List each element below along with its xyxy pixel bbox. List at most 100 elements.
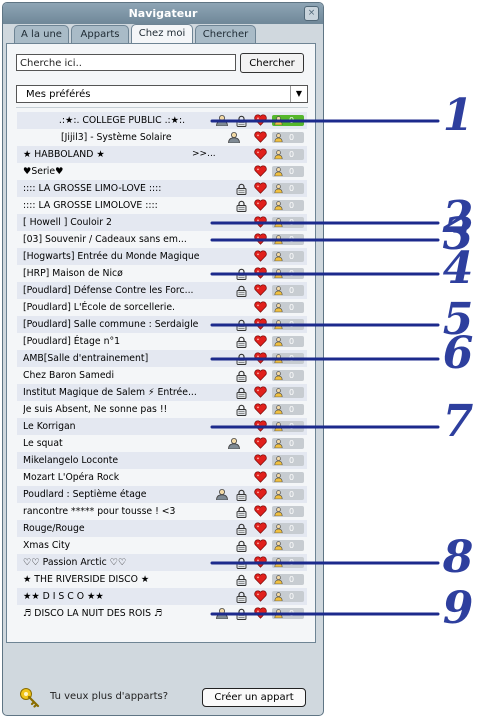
favorite-heart-icon[interactable] [254,573,267,585]
tab-chercher[interactable]: Chercher [195,25,256,43]
room-owner-icon [228,132,240,143]
room-name: Le squat [23,438,63,449]
favorite-heart-icon[interactable] [254,165,267,177]
tab-apparts[interactable]: Apparts [71,25,129,43]
key-icon [20,688,40,708]
user-count: 0 [289,150,295,159]
room-row[interactable]: rancontre ***** pour tousse ! <3 0 [17,503,307,520]
annotation-number: 4 [442,242,474,294]
favorite-heart-icon[interactable] [254,522,267,534]
favorite-heart-icon[interactable] [254,250,267,262]
room-name: Chez Baron Samedi [23,370,115,381]
room-row[interactable]: ★ HABBOLAND ★ >>... 0 [17,146,307,163]
favorite-heart-icon[interactable] [254,131,267,143]
annotation-number: 1 [442,89,474,141]
favorite-heart-icon[interactable] [254,488,267,500]
room-name: Je suis Absent, Ne sonne pas !! [23,404,168,415]
user-count: 0 [289,541,295,550]
favorite-heart-icon[interactable] [254,386,267,398]
room-name: Rouge/Rouge [23,523,85,534]
user-count-badge: 0 [272,251,304,262]
user-count-badge: 0 [272,591,304,602]
favorite-heart-icon[interactable] [254,182,267,194]
user-count-badge: 0 [272,404,304,415]
create-room-button[interactable]: Créer un appart [202,688,306,707]
room-name: ♥Serie♥ [23,166,64,177]
dropdown-selected: Mes préférés [26,89,91,100]
room-row[interactable]: [Jijil3] - Système Solaire 0 [17,129,307,146]
user-count-badge: 0 [272,455,304,466]
room-row[interactable]: ★★ D I S C O ★★ 0 [17,588,307,605]
chevron-down-icon[interactable]: ▼ [290,86,307,102]
user-count-badge: 0 [272,166,304,177]
footer-text: Tu veux plus d'apparts? [50,691,169,702]
room-more-indicator: >>... [192,149,216,159]
room-row[interactable]: Rouge/Rouge 0 [17,520,307,537]
user-count: 0 [289,184,295,193]
favorite-heart-icon[interactable] [254,539,267,551]
favorite-heart-icon[interactable] [254,454,267,466]
user-count: 0 [289,167,295,176]
room-row[interactable]: ♥Serie♥ 0 [17,163,307,180]
search-button[interactable]: Chercher [240,53,304,73]
user-count: 0 [289,303,295,312]
user-count-badge: 0 [272,370,304,381]
user-count: 0 [289,405,295,414]
room-row[interactable]: [Hogwarts] Entrée du Monde Magique 0 [17,248,307,265]
room-name: ♬ DISCO LA NUIT DES ROIS ♬ [23,608,163,619]
user-count: 0 [289,337,295,346]
user-count: 0 [289,286,295,295]
room-row[interactable]: Mikelangelo Loconte 0 [17,452,307,469]
room-name: [Hogwarts] Entrée du Monde Magique [23,251,200,262]
favorite-heart-icon[interactable] [254,199,267,211]
favorite-heart-icon[interactable] [254,403,267,415]
room-owner-icon [216,489,228,500]
user-count: 0 [289,201,295,210]
title-bar[interactable]: Navigateur × [3,3,323,24]
room-row[interactable]: :::: LA GROSSE LIMOLOVE :::: 0 [17,197,307,214]
room-row[interactable]: Mozart L'Opéra Rock 0 [17,469,307,486]
room-row[interactable]: Le squat 0 [17,435,307,452]
favorite-heart-icon[interactable] [254,437,267,449]
user-count: 0 [289,575,295,584]
favorite-heart-icon[interactable] [254,335,267,347]
room-row[interactable]: ★ THE RIVERSIDE DISCO ★ 0 [17,571,307,588]
annotation-number: 7 [442,395,474,447]
annotation-number: 3 [442,208,474,260]
user-count-badge: 0 [272,387,304,398]
person-icon [274,286,283,295]
room-row[interactable]: Je suis Absent, Ne sonne pas !! 0 [17,401,307,418]
favorite-heart-icon[interactable] [254,505,267,517]
search-input[interactable]: Cherche ici.. [16,54,236,71]
favorite-heart-icon[interactable] [254,590,267,602]
close-icon[interactable]: × [304,6,319,21]
lock-icon [236,387,247,399]
room-row[interactable]: Chez Baron Samedi 0 [17,367,307,384]
person-icon [274,337,283,346]
room-row[interactable]: [Poudlard] Étage n°1 0 [17,333,307,350]
user-count-badge: 0 [272,523,304,534]
person-icon [274,371,283,380]
room-row[interactable]: Xmas City 0 [17,537,307,554]
room-name: :::: LA GROSSE LIMO-LOVE :::: [23,183,162,194]
person-icon [274,490,283,499]
favorite-heart-icon[interactable] [254,471,267,483]
favorite-heart-icon[interactable] [254,301,267,313]
tab-chez-moi[interactable]: Chez moi [131,24,193,44]
room-row[interactable]: :::: LA GROSSE LIMO-LOVE :::: 0 [17,180,307,197]
lock-icon [236,506,247,518]
favorite-heart-icon[interactable] [254,148,267,160]
person-icon [274,507,283,516]
room-row[interactable]: [Poudlard] L'École de sorcellerie. 0 [17,299,307,316]
room-row[interactable]: [Poudlard] Défense Contre les Forc... 0 [17,282,307,299]
user-count-badge: 0 [272,574,304,585]
room-row[interactable]: Institut Magique de Salem ⚡ Entrée... 0 [17,384,307,401]
favorite-heart-icon[interactable] [254,369,267,381]
person-icon [274,184,283,193]
room-row[interactable]: Poudlard : Septième étage 0 [17,486,307,503]
tab-a-la-une[interactable]: A la une [14,25,69,43]
favorites-dropdown[interactable]: Mes préférés ▼ [16,85,308,103]
person-icon [274,167,283,176]
favorite-heart-icon[interactable] [254,284,267,296]
